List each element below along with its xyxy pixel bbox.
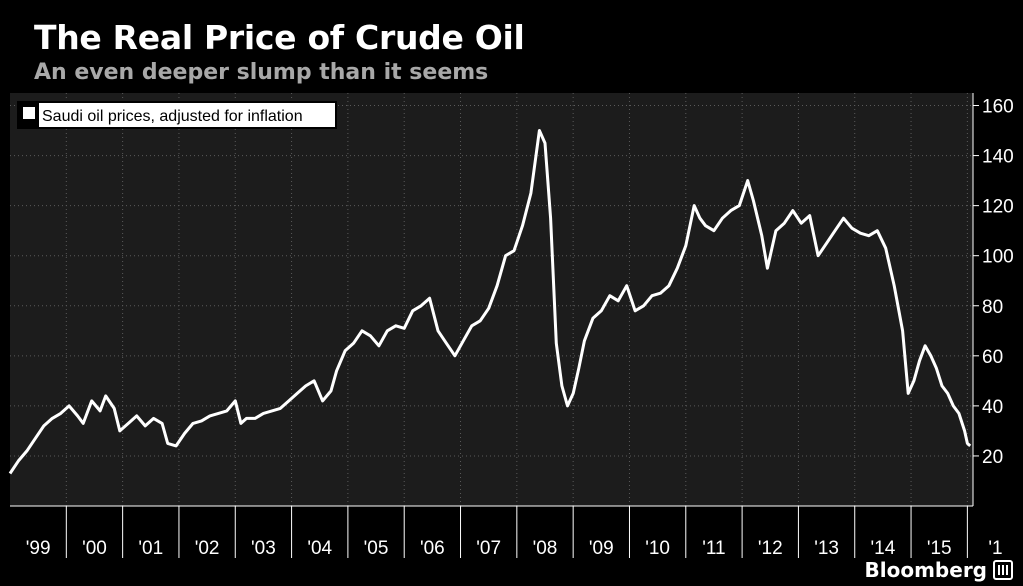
x-tick-label: '01 [138,538,163,559]
x-tick-label: '15 [927,538,952,559]
y-tick-label: 160 [982,97,1014,118]
chart-title: The Real Price of Crude Oil [34,18,525,57]
x-tick-label: '00 [82,538,107,559]
legend: Saudi oil prices, adjusted for inflation [17,101,337,129]
x-tick-label: '12 [758,538,783,559]
x-tick-label: '10 [645,538,670,559]
y-axis-labels: 20 40 60 80 100 120 140 160 [972,93,1014,506]
y-tick-label: 60 [982,347,1003,368]
legend-label-bg [39,103,335,127]
legend-swatch [23,107,35,119]
series-line-saudi-oil [8,129,972,475]
x-tick-label: '13 [814,538,839,559]
bloomberg-logo: Bloomberg [865,558,1013,582]
grid-lines [10,93,973,506]
x-tick-label: '07 [476,538,501,559]
y-tick-label: 100 [982,247,1014,268]
y-tick-label: 20 [982,447,1003,468]
x-tick-label: '1 [988,538,1002,559]
x-axis: '99 '00 '01 '02 '03 '04 '05 '06 '07 '08 '09 '10 '11 '… [10,505,1003,559]
x-tick-label: '05 [364,538,389,559]
x-tick-label: '08 [533,538,558,559]
y-tick-label: 140 [982,147,1014,168]
x-tick-label: '02 [195,538,220,559]
y-tick-label: 80 [982,297,1003,318]
x-tick-label: '11 [702,538,725,559]
x-tick-label: '06 [420,538,445,559]
chart-subtitle: An even deeper slump than it seems [34,60,489,85]
y-tick-label: 120 [982,197,1014,218]
x-tick-label: '99 [26,538,51,559]
x-tick-label: '04 [307,538,332,559]
brand-name: Bloomberg [864,558,987,582]
bloomberg-mark-icon [993,560,1013,580]
x-tick-label: '09 [589,538,614,559]
y-tick-label: 40 [982,397,1003,418]
x-tick-label: '14 [871,538,896,559]
legend-label: Saudi oil prices, adjusted for inflation [42,108,303,125]
chart-header: The Real Price of Crude Oil An even deep… [0,0,1023,93]
x-tick-label: '03 [251,538,276,559]
